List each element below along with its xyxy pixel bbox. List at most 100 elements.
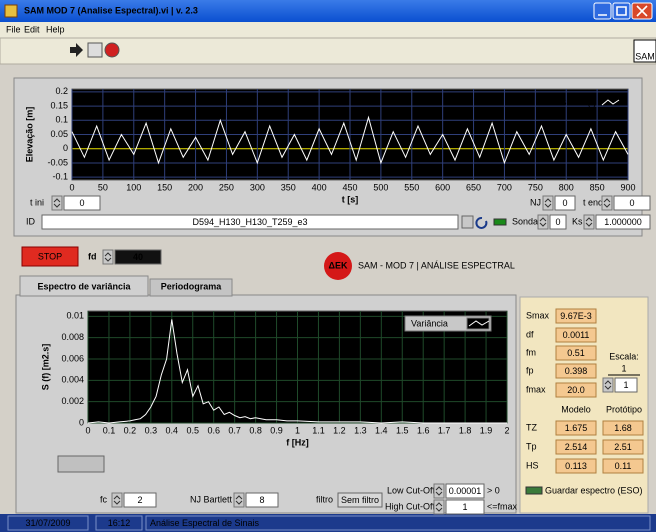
run-icon[interactable]	[70, 43, 83, 57]
spinner[interactable]	[542, 195, 554, 211]
sonda-box[interactable]	[549, 214, 567, 230]
label: filtro	[316, 494, 333, 504]
scale-box[interactable]	[614, 377, 638, 393]
x-tick-label: 1.6	[417, 425, 430, 435]
abort-icon[interactable]	[87, 42, 103, 58]
nj-bartlett: 8	[259, 495, 264, 505]
y-tick-label: 0	[63, 143, 68, 153]
x-tick-label: 1.9	[480, 425, 493, 435]
stat-value: 0.0011	[563, 330, 590, 340]
spinner-arrows	[539, 217, 547, 227]
y-tick-label: 0.01	[66, 311, 84, 321]
logo	[324, 252, 352, 280]
menu-item: Help	[46, 24, 65, 34]
header: Modelo	[561, 404, 591, 414]
model-value-box	[555, 439, 597, 455]
spinner[interactable]	[537, 214, 549, 230]
spinner[interactable]	[433, 483, 445, 499]
legend-label: Sinal z(t)	[560, 97, 596, 107]
x-tick-label: 0.8	[249, 425, 262, 435]
spinner[interactable]	[51, 195, 63, 211]
minimize-button[interactable]	[593, 2, 612, 20]
x-tick-label: 150	[157, 182, 172, 192]
high-cut-box[interactable]	[445, 499, 485, 515]
t-ini-box[interactable]	[63, 195, 101, 211]
y-tick-label: 0.008	[61, 332, 84, 342]
spinner-arrows	[235, 495, 243, 505]
nj-box[interactable]	[554, 195, 576, 211]
fd-box[interactable]	[114, 249, 162, 265]
label: t end	[583, 197, 603, 207]
label: Escala:	[609, 351, 639, 361]
filter-box[interactable]	[337, 492, 383, 508]
refresh-icon[interactable]	[475, 216, 488, 229]
label: > 0	[487, 485, 500, 495]
window-title: SAM MOD 7 (Analise Espectral).vi | v. 2.…	[24, 5, 198, 15]
id-box[interactable]	[41, 214, 459, 230]
y-tick-label: 0.002	[61, 396, 84, 406]
label: fc	[100, 494, 108, 504]
status-text: Análise Espectral de Sinais	[150, 518, 260, 528]
data-line	[71, 115, 629, 165]
label: ID	[26, 216, 36, 226]
y-tick-label: 0.15	[50, 100, 68, 110]
menu-item: File	[6, 24, 21, 34]
spinner[interactable]	[583, 214, 595, 230]
x-tick-label: 500	[373, 182, 388, 192]
stat-value: 20.0	[567, 385, 585, 395]
x-tick-label: 550	[404, 182, 419, 192]
label: 1	[621, 363, 626, 373]
x-tick-label: 1.7	[438, 425, 451, 435]
status-field	[7, 515, 89, 531]
x-tick-label: 0.5	[186, 425, 199, 435]
spinner[interactable]	[102, 249, 114, 265]
status-text: 31/07/2009	[25, 518, 70, 528]
app-title: SAM - MOD 7 | ANÁLISE ESPECTRAL	[358, 260, 515, 270]
row-label: HS	[526, 460, 539, 470]
nj-bartlett-box[interactable]	[245, 492, 279, 508]
low-cut-box[interactable]	[445, 483, 485, 499]
nj: 0	[562, 198, 567, 208]
t-end-box[interactable]	[613, 195, 651, 211]
x-tick-label: 0	[85, 425, 90, 435]
stat-label: fmax	[526, 384, 546, 394]
stop-button[interactable]	[21, 246, 79, 267]
save-led[interactable]	[525, 486, 543, 495]
tab-label: Espectro de variância	[37, 281, 131, 291]
scale: 1	[623, 380, 628, 390]
window-button-glyphs	[598, 5, 648, 17]
x-tick-label: 2	[504, 425, 509, 435]
y-tick-label: 0.1	[55, 115, 68, 125]
label: Sonda	[512, 216, 538, 226]
dropdown-icon[interactable]	[461, 215, 474, 229]
stat-label: fp	[526, 365, 534, 375]
y-tick-label: -0.1	[52, 172, 68, 182]
tab-active[interactable]	[19, 275, 149, 297]
x-tick-label: 350	[281, 182, 296, 192]
spinner[interactable]	[601, 195, 613, 211]
maximize-button[interactable]	[612, 2, 631, 20]
x-tick-label: 0.7	[228, 425, 241, 435]
fc-box[interactable]	[123, 492, 157, 508]
y-axis-label: S (f) [m2.s]	[40, 344, 50, 391]
ks-box[interactable]	[595, 214, 651, 230]
spinner[interactable]	[602, 377, 614, 393]
spinner[interactable]	[233, 492, 245, 508]
graph-tools[interactable]	[57, 455, 105, 473]
status-text: 16:12	[108, 518, 131, 528]
fc: 2	[137, 495, 142, 505]
x-tick-label: 1.3	[354, 425, 367, 435]
y-tick-label: 0.006	[61, 353, 84, 363]
stop-icon[interactable]	[104, 42, 120, 58]
stat-value-box	[555, 345, 597, 361]
y-tick-label: 0.2	[55, 86, 68, 96]
spinner[interactable]	[433, 499, 445, 515]
spinner-arrows	[113, 495, 121, 505]
tab[interactable]	[149, 278, 233, 297]
x-tick-label: 0.6	[207, 425, 220, 435]
led	[493, 218, 507, 226]
spinner[interactable]	[111, 492, 123, 508]
label: fd	[88, 251, 97, 261]
